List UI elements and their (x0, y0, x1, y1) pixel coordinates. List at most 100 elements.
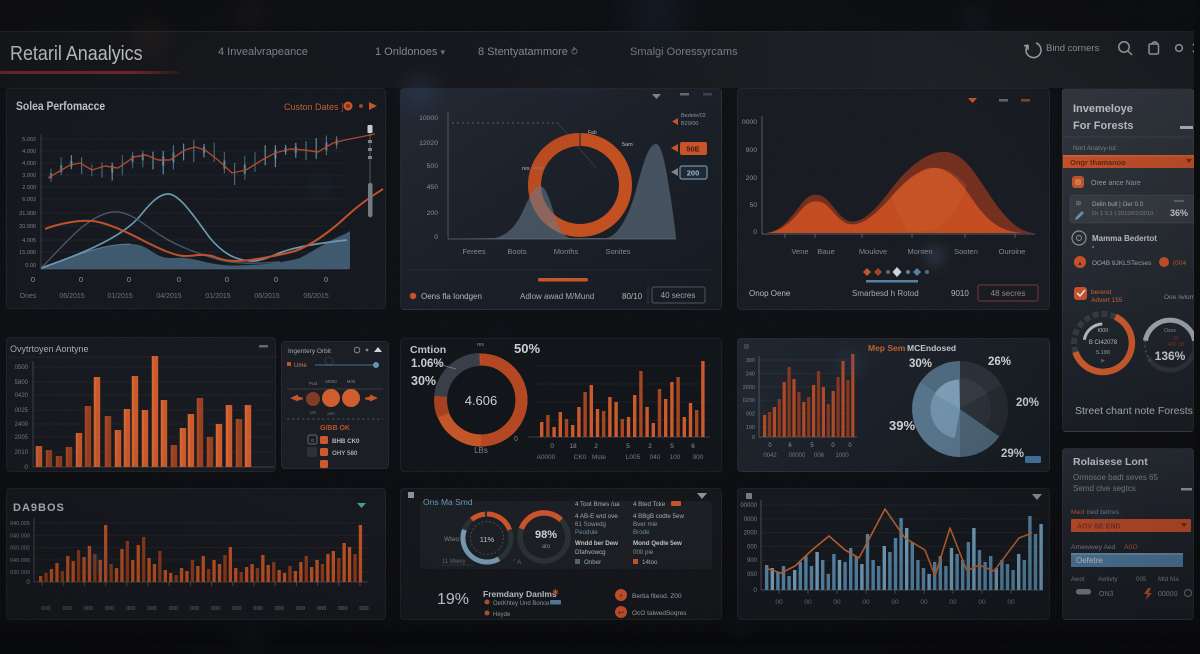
svg-text:Rolaisese Lont: Rolaisese Lont (1073, 456, 1148, 468)
svg-text:000: 000 (359, 606, 368, 612)
svg-text:000 pie: 000 pie (633, 549, 654, 556)
svg-text:6.002: 6.002 (22, 197, 36, 203)
svg-text:bereret: bereret (1091, 289, 1112, 296)
svg-text:Smarbesd h Rotod: Smarbesd h Rotod (852, 289, 919, 298)
svg-text:0: 0 (225, 275, 229, 284)
svg-text:⊞: ⊞ (1076, 201, 1081, 207)
svg-text:Boots: Boots (507, 247, 526, 256)
svg-text:000: 000 (211, 606, 220, 612)
svg-text:240: 240 (746, 371, 755, 377)
svg-text:200: 200 (746, 175, 758, 182)
svg-text:000: 000 (84, 606, 93, 612)
svg-text:030.000: 030.000 (10, 570, 30, 576)
svg-text:0: 0 (550, 443, 554, 450)
svg-text:48 secres: 48 secres (991, 289, 1026, 298)
svg-text:Ones: Ones (20, 293, 37, 300)
svg-text:040.005: 040.005 (10, 521, 30, 527)
svg-text:2: 2 (648, 443, 652, 450)
svg-text:500: 500 (427, 163, 439, 170)
svg-text:9010: 9010 (951, 289, 969, 298)
svg-text:15.000: 15.000 (19, 250, 36, 256)
svg-text:a00: a00 (327, 411, 335, 416)
svg-text:0200: 0200 (743, 398, 755, 404)
svg-text:0042: 0042 (763, 453, 777, 459)
svg-text:040.000: 040.000 (10, 533, 30, 539)
svg-text:00000: 00000 (1158, 591, 1178, 598)
svg-text:0025: 0025 (15, 408, 29, 414)
svg-text:Fab: Fab (588, 130, 597, 136)
svg-text:Ormosoe badt seves 65: Ormosoe badt seves 65 (1073, 473, 1158, 482)
svg-text:000: 000 (190, 606, 199, 612)
svg-text:4 AB-E wrd ove: 4 AB-E wrd ove (575, 513, 618, 520)
svg-text:2000: 2000 (743, 385, 755, 391)
svg-text:050.002: 050.002 (10, 546, 30, 552)
svg-text:900: 900 (746, 147, 758, 154)
svg-text:2010: 2010 (15, 450, 29, 456)
svg-text:Bver mie: Bver mie (633, 521, 658, 528)
svg-text:0: 0 (752, 435, 755, 441)
svg-text:Cmtion: Cmtion (410, 344, 446, 356)
svg-text:Oefetre: Oefetre (1076, 556, 1103, 565)
svg-text:06/2015: 06/2015 (303, 293, 328, 300)
svg-text:5800: 5800 (15, 380, 29, 386)
svg-text:3.000: 3.000 (22, 173, 36, 179)
svg-text:M00: M00 (347, 379, 356, 384)
svg-text:0: 0 (848, 443, 852, 449)
svg-text:Monten: Monten (907, 247, 932, 256)
svg-text:B CI42078: B CI42078 (1089, 340, 1118, 346)
svg-text:26%: 26% (988, 356, 1011, 368)
svg-text:Mamma Bedertot: Mamma Bedertot (1092, 234, 1157, 243)
svg-text:000: 000 (147, 606, 156, 612)
svg-text:Ooe /wlom: Ooe /wlom (1164, 294, 1195, 301)
svg-text:11%: 11% (480, 535, 495, 544)
svg-text:0.00: 0.00 (25, 263, 36, 269)
svg-text:0: 0 (177, 275, 181, 284)
svg-text:4.000: 4.000 (22, 161, 36, 167)
svg-text:L005: L005 (626, 454, 641, 461)
svg-text:00: 00 (1007, 599, 1015, 606)
svg-text:4 Bted Tcke: 4 Bted Tcke (633, 501, 666, 508)
svg-text:00000: 00000 (740, 503, 757, 509)
svg-text:res: res (522, 166, 530, 172)
svg-text:2: 2 (594, 443, 598, 450)
svg-text:Amewwey Aed: Amewwey Aed (1071, 544, 1116, 551)
svg-text:00: 00 (978, 599, 986, 606)
svg-text:DA9BOS: DA9BOS (13, 502, 65, 514)
svg-text:14too: 14too (642, 559, 658, 566)
svg-text:Ouroine: Ouroine (999, 247, 1026, 256)
svg-text:Or 1 0.1 | 2010/01/2010: Or 1 0.1 | 2010/01/2010 (1092, 211, 1153, 217)
svg-text:o: o (311, 438, 314, 444)
svg-text:6: 6 (691, 443, 695, 450)
svg-text:00: 00 (891, 599, 899, 606)
svg-text:MCEndosed: MCEndosed (907, 343, 956, 353)
svg-text:000: 000 (275, 606, 284, 612)
svg-text:12020: 12020 (419, 140, 438, 147)
svg-text:006: 006 (814, 453, 825, 459)
svg-text:0: 0 (434, 234, 438, 241)
svg-text:200: 200 (427, 210, 439, 217)
svg-text:Ovytrtoyen Aontyne: Ovytrtoyen Aontyne (10, 344, 89, 354)
svg-text:50: 50 (749, 202, 757, 209)
svg-text:5am: 5am (622, 142, 633, 148)
svg-text:0500: 0500 (15, 365, 29, 371)
svg-text:98%: 98% (535, 529, 557, 541)
svg-text:▶: ▶ (1101, 358, 1105, 364)
svg-text:00: 00 (775, 599, 783, 606)
svg-text:30%: 30% (411, 374, 436, 388)
svg-text:Onber: Onber (584, 559, 601, 566)
svg-text:(004: (004 (1173, 260, 1186, 267)
svg-text:0: 0 (26, 579, 30, 586)
svg-text:20.000: 20.000 (19, 224, 36, 230)
svg-text:Peodule: Peodule (575, 529, 598, 536)
svg-text:Brode: Brode (633, 529, 650, 536)
svg-text:11 Mwey: 11 Mwey (442, 559, 466, 565)
svg-text:t000: t000 (1098, 328, 1109, 334)
svg-text:bed betres: bed betres (1087, 509, 1120, 516)
svg-text:Ingentery Orbit: Ingentery Orbit (288, 348, 331, 355)
svg-text:092: 092 (746, 412, 755, 418)
svg-text:A0000: A0000 (537, 454, 556, 461)
svg-text:0: 0 (514, 436, 518, 443)
svg-text:000: 000 (253, 606, 262, 612)
svg-text:4.005: 4.005 (22, 238, 36, 244)
svg-text:0: 0 (753, 587, 757, 594)
